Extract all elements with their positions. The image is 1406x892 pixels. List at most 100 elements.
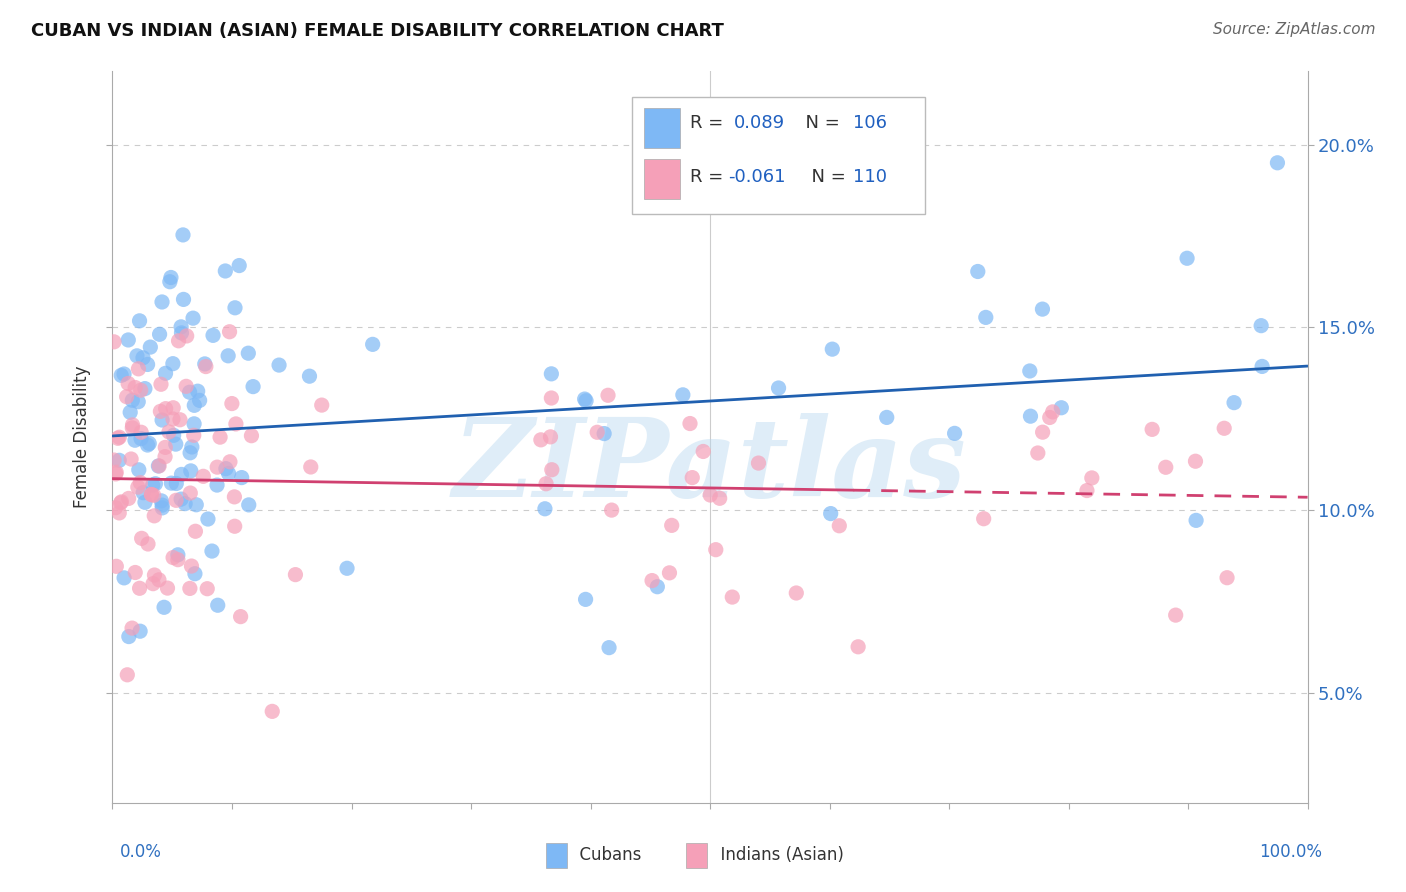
Point <box>155 367 177 381</box>
Point <box>183 428 205 442</box>
Point <box>692 444 714 458</box>
Point <box>704 542 727 557</box>
Point <box>120 452 142 467</box>
Point <box>540 430 562 444</box>
Point <box>1140 422 1163 436</box>
Point <box>153 450 176 464</box>
Point <box>141 487 163 501</box>
Point <box>785 586 807 600</box>
Point <box>105 559 128 574</box>
Point <box>262 705 284 719</box>
Point <box>181 311 204 326</box>
Y-axis label: Female Disability: Female Disability <box>73 366 91 508</box>
Point <box>162 401 184 415</box>
Point <box>336 561 359 575</box>
Point <box>117 667 139 681</box>
Point <box>180 559 202 574</box>
Point <box>943 426 966 441</box>
Point <box>747 456 769 470</box>
Point <box>1223 395 1246 409</box>
Point <box>145 476 167 491</box>
Point <box>128 582 150 596</box>
Point <box>218 467 240 481</box>
Point <box>574 592 596 607</box>
Text: Cubans: Cubans <box>569 846 641 863</box>
Point <box>596 388 619 402</box>
Point <box>129 425 152 440</box>
Point <box>238 498 260 512</box>
Point <box>699 488 721 502</box>
Point <box>103 334 125 349</box>
Point <box>120 405 142 419</box>
Point <box>575 393 598 408</box>
Point <box>187 384 209 399</box>
Point <box>124 434 146 448</box>
Point <box>157 425 180 439</box>
Point <box>153 600 176 615</box>
Point <box>155 441 177 455</box>
Point <box>159 275 181 289</box>
Point <box>217 349 239 363</box>
Point <box>176 329 198 343</box>
Point <box>1042 405 1064 419</box>
Point <box>124 380 146 394</box>
Point <box>167 552 190 566</box>
Point <box>165 493 187 508</box>
Point <box>149 404 172 418</box>
Point <box>150 413 173 427</box>
Point <box>311 398 333 412</box>
Point <box>1081 471 1104 485</box>
Point <box>966 264 988 278</box>
Point <box>108 506 131 520</box>
Point <box>162 550 184 565</box>
Point <box>195 582 218 596</box>
Point <box>593 426 616 441</box>
Point <box>846 640 869 654</box>
Point <box>160 476 183 491</box>
Point <box>1250 318 1272 333</box>
Text: N =: N = <box>800 169 851 186</box>
Point <box>112 367 135 381</box>
Point <box>110 496 132 510</box>
Point <box>150 494 173 508</box>
Point <box>661 518 683 533</box>
Point <box>229 609 252 624</box>
Point <box>179 446 201 460</box>
Point <box>167 334 190 348</box>
Point <box>202 328 225 343</box>
Point <box>828 518 851 533</box>
Point <box>876 410 898 425</box>
Point <box>180 440 202 454</box>
Point <box>242 379 264 393</box>
Point <box>183 417 205 431</box>
Point <box>138 436 160 450</box>
Point <box>207 599 229 613</box>
Point <box>117 491 139 506</box>
Point <box>170 492 193 507</box>
Point <box>160 270 183 285</box>
Point <box>1164 608 1187 623</box>
FancyBboxPatch shape <box>644 108 681 148</box>
Point <box>1213 421 1236 435</box>
Point <box>768 381 790 395</box>
Text: R =: R = <box>690 169 728 186</box>
Point <box>143 508 166 523</box>
Point <box>169 413 191 427</box>
Point <box>184 566 207 581</box>
Point <box>193 469 215 483</box>
Point <box>162 428 184 442</box>
Point <box>128 463 150 477</box>
Text: Indians (Asian): Indians (Asian) <box>710 846 844 863</box>
Point <box>205 460 228 475</box>
Point <box>134 495 156 509</box>
Point <box>1184 454 1206 468</box>
Point <box>121 621 143 635</box>
Point <box>681 470 703 484</box>
Point <box>179 486 201 500</box>
Point <box>224 490 246 504</box>
Point <box>148 573 170 587</box>
Point <box>821 342 844 356</box>
Point <box>162 357 184 371</box>
Point <box>298 369 321 384</box>
Point <box>188 393 211 408</box>
